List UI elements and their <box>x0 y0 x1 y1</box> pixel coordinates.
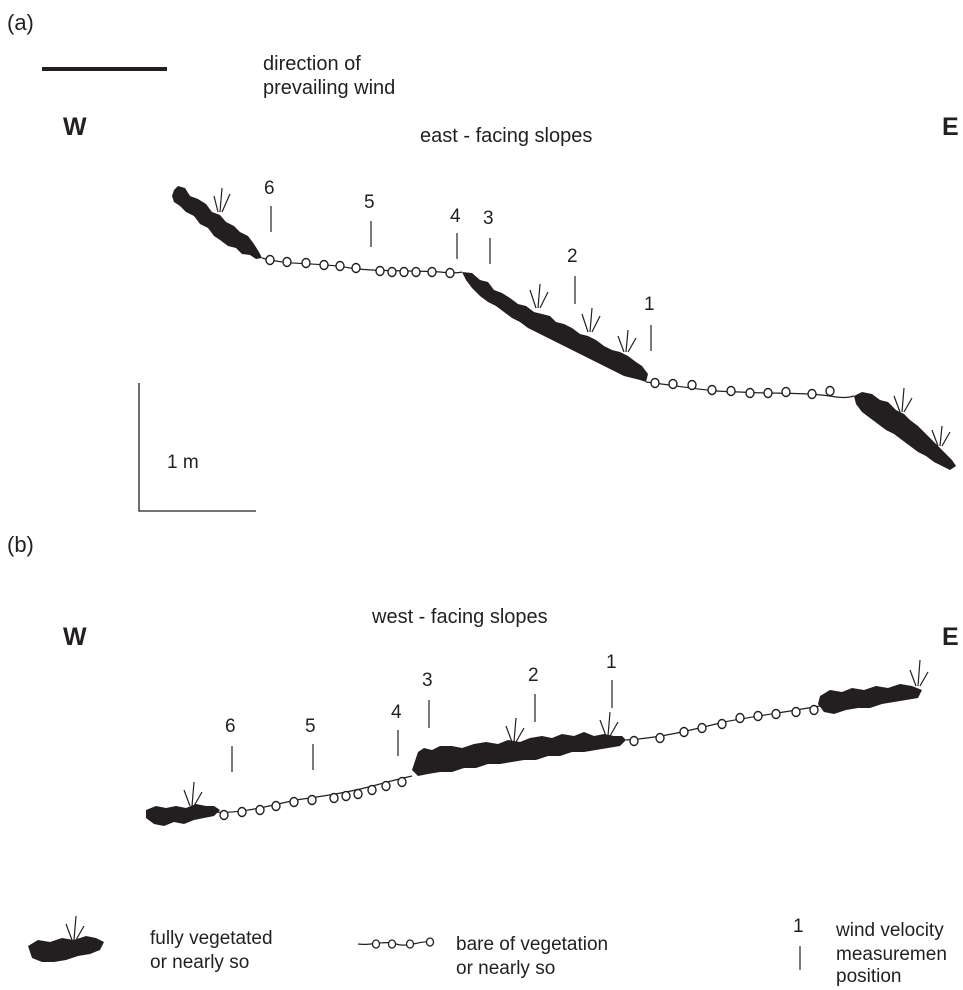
legend-marker-line3: position <box>836 966 902 987</box>
legend-vegetated-symbol <box>28 936 104 962</box>
wind-label-line1: direction of <box>263 53 361 75</box>
legend-symbols <box>28 915 801 970</box>
grass-tuft <box>581 307 601 333</box>
grass-tuft <box>617 329 637 353</box>
wind-label-line2: prevailing wind <box>263 77 396 99</box>
panel-b-position-1: 1 <box>606 652 617 673</box>
panel-b-east-label: E <box>942 623 959 651</box>
grass-tuft <box>529 283 549 309</box>
grass-tuft <box>893 387 913 413</box>
panel-a-caption: east - facing slopes <box>420 125 593 147</box>
panel-b-label: (b) <box>7 532 34 557</box>
vegetated-patch <box>172 186 262 259</box>
panel-b-position-5: 5 <box>305 716 316 737</box>
vegetated-patch <box>818 684 922 714</box>
panel-a-position-4: 4 <box>450 206 461 227</box>
grass-tuft <box>931 425 951 447</box>
vegetated-patch <box>854 392 956 470</box>
panel-a-position-1: 1 <box>644 294 655 315</box>
grass-tuft <box>213 187 231 213</box>
panel-a-west-label: W <box>63 113 87 141</box>
profile-b <box>146 659 929 826</box>
vegetated-patch <box>462 272 648 382</box>
panel-b-position-6: 6 <box>225 716 236 737</box>
legend-vegetated-line2: or nearly so <box>150 952 250 973</box>
panel-a-position-5: 5 <box>364 192 375 213</box>
scale-bar <box>138 383 256 512</box>
grass-tuft <box>909 659 929 687</box>
panel-a-position-2: 2 <box>567 246 578 267</box>
legend-marker-number: 1 <box>793 916 804 937</box>
panel-a-position-6: 6 <box>264 178 275 199</box>
panel-b-position-3: 3 <box>422 670 433 691</box>
vegetated-patch <box>146 804 220 826</box>
legend-vegetated-line1: fully vegetated <box>150 928 273 949</box>
grass-tuft <box>183 781 203 807</box>
legend-marker-line1: wind velocity <box>836 920 944 941</box>
panel-a-label: (a) <box>7 10 34 35</box>
legend-grass-tuft <box>65 915 85 941</box>
panel-b-caption: west - facing slopes <box>372 606 548 628</box>
legend-marker-line2: measuremen <box>836 944 947 965</box>
profile-a <box>172 186 956 470</box>
panel-a-east-label: E <box>942 113 959 141</box>
grass-tuft <box>599 711 619 737</box>
bare-slope-line <box>213 775 413 813</box>
vegetated-patch <box>412 732 626 776</box>
scale-label: 1 m <box>167 452 199 473</box>
panel-b-position-4: 4 <box>391 702 402 723</box>
panel-b-west-label: W <box>63 623 87 651</box>
legend-bare-line1: bare of vegetation <box>456 934 609 955</box>
legend-bare-line2: or nearly so <box>456 958 556 979</box>
panel-a-position-3: 3 <box>483 208 494 229</box>
panel-b-position-2: 2 <box>528 665 539 686</box>
grass-tuft <box>505 717 525 743</box>
